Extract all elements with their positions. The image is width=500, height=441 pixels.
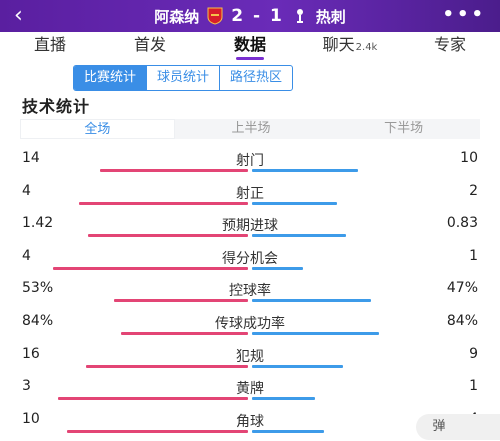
stat-label: 黄牌 — [236, 381, 264, 398]
segment-match-stats[interactable]: 比赛统计 — [74, 66, 147, 90]
segment-heatmap[interactable]: 路径热区 — [219, 66, 292, 90]
stats-segment-control: 比赛统计 球员统计 路径热区 — [73, 65, 294, 91]
stat-label: 传球成功率 — [215, 316, 285, 332]
stat-row: 53% 控球率 47% — [0, 280, 500, 310]
tab-lineup[interactable]: 首发 — [100, 32, 200, 60]
home-stat-bar — [88, 234, 248, 238]
danmu-toggle[interactable] — [462, 414, 500, 440]
away-stat-bar — [252, 299, 371, 303]
home-stat-value: 4 — [22, 182, 31, 199]
arsenal-crest-icon — [207, 7, 223, 25]
stat-row: 1.42 预期进球 0.83 — [0, 215, 500, 245]
tab-label: 首发 — [133, 35, 166, 54]
home-stat-bar — [100, 169, 248, 172]
away-stat-bar — [252, 266, 303, 270]
tab-label: 专家 — [433, 35, 466, 54]
away-stat-bar — [252, 201, 337, 205]
home-stat-value: 53% — [22, 280, 54, 297]
stat-row: 4 得分机会 1 — [0, 248, 500, 278]
period-selector: 全场 上半场 下半场 — [20, 119, 480, 139]
away-stat-value: 1 — [469, 378, 478, 395]
danmu-button[interactable]: 弹 — [416, 414, 462, 440]
stat-row: 4 射正 2 — [0, 183, 500, 213]
match-header: ‹ 阿森纳 2 - 1 热刺 ••• — [0, 0, 500, 32]
match-score: 2 - 1 — [231, 6, 284, 26]
away-team-name: 热刺 — [315, 7, 346, 26]
away-stat-value: 84% — [446, 313, 478, 329]
top-tabs: 直播 首发 数据 聊天2.4k 专家 — [0, 32, 500, 60]
period-second-half[interactable]: 下半场 — [384, 121, 424, 136]
tab-label: 聊天 — [322, 35, 355, 54]
stat-label: 射门 — [236, 153, 264, 169]
away-stat-bar — [252, 364, 343, 368]
section-title: 技术统计 — [22, 97, 91, 116]
period-first-half[interactable]: 上半场 — [231, 121, 271, 136]
more-dots-icon[interactable]: ••• — [442, 4, 486, 25]
period-full-match[interactable]: 全场 — [20, 119, 175, 139]
home-stat-bar — [121, 332, 248, 335]
stat-row: 84% 传球成功率 84% — [0, 313, 500, 343]
away-stat-bar — [252, 332, 379, 335]
tab-experts[interactable]: 专家 — [400, 32, 500, 60]
away-stat-value: 2 — [469, 182, 478, 199]
home-stat-value: 16 — [22, 345, 40, 362]
stat-row: 3 黄牌 1 — [0, 378, 500, 408]
home-stat-bar — [79, 201, 248, 205]
away-stat-value: 47% — [446, 280, 478, 297]
away-stat-value: 0.83 — [446, 215, 478, 232]
segment-player-stats[interactable]: 球员统计 — [146, 66, 219, 90]
away-stat-bar — [252, 429, 324, 433]
stat-row: 14 射门 10 — [0, 150, 500, 180]
stat-label: 射正 — [236, 185, 264, 202]
stat-label: 得分机会 — [222, 250, 278, 267]
home-stat-bar — [114, 299, 248, 303]
home-team-name: 阿森纳 — [154, 7, 200, 26]
home-stat-value: 84% — [22, 313, 54, 329]
stat-label: 犯规 — [236, 348, 264, 365]
away-stat-bar — [252, 169, 358, 172]
away-stat-value: 1 — [469, 247, 478, 264]
tab-chat[interactable]: 聊天2.4k — [300, 32, 400, 60]
back-arrow-icon[interactable]: ‹ — [14, 3, 23, 28]
home-stat-bar — [67, 429, 248, 433]
home-stat-value: 3 — [22, 378, 31, 395]
tab-data[interactable]: 数据 — [200, 32, 300, 60]
match-info: 阿森纳 2 - 1 热刺 — [0, 0, 500, 32]
away-stat-bar — [252, 234, 346, 238]
tab-label: 数据 — [233, 35, 266, 54]
away-stat-bar — [252, 397, 315, 401]
stat-row: 16 犯规 9 — [0, 346, 500, 376]
home-stat-value: 14 — [22, 150, 40, 166]
stat-label: 预期进球 — [222, 218, 278, 235]
stat-label: 角球 — [236, 413, 264, 430]
tottenham-crest-icon — [296, 9, 303, 23]
tab-live[interactable]: 直播 — [0, 32, 100, 60]
away-stat-value: 10 — [460, 150, 478, 166]
home-stat-value: 10 — [22, 410, 40, 427]
chat-count-badge: 2.4k — [355, 42, 378, 53]
home-stat-bar — [53, 266, 248, 270]
stat-label: 控球率 — [229, 283, 271, 300]
tab-label: 直播 — [33, 35, 66, 54]
home-stat-value: 4 — [22, 247, 31, 264]
away-stat-value: 9 — [469, 345, 478, 362]
home-stat-value: 1.42 — [22, 215, 54, 232]
home-stat-bar — [86, 364, 248, 368]
home-stat-bar — [58, 397, 248, 401]
